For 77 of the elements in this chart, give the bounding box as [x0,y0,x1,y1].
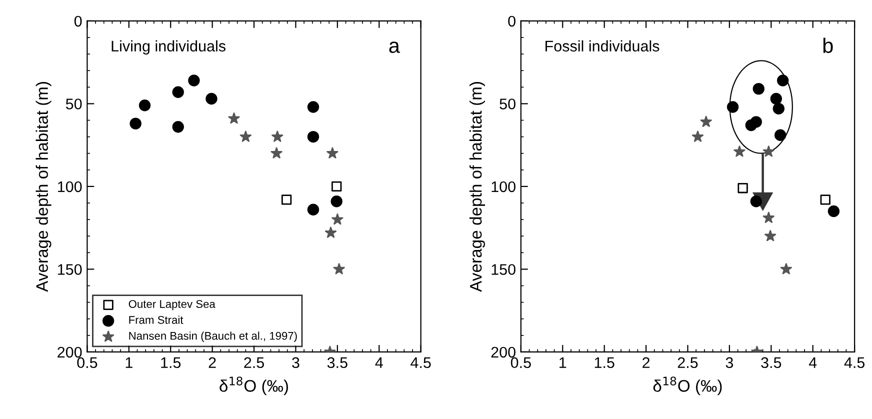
x-axis-title: δ$^{18}$O (‰) [653,376,722,396]
x-tick-label: 2.5 [244,357,264,368]
point [734,146,746,157]
point [188,74,200,86]
x-tick-label: 2 [642,357,650,368]
point [828,205,840,218]
x-tick-label: 3.5 [327,357,348,368]
x-tick-label: 4 [375,357,383,368]
y-tick-label: 50 [500,98,516,110]
point [762,212,774,223]
y-axis-title: Average depth of habitat (m) [469,82,486,292]
x-tick-label: 1.5 [161,357,181,368]
x-tick-label: 4 [808,357,817,368]
x-tick-label: 4.5 [844,357,865,368]
x-tick-label: 1.5 [594,357,614,368]
annotation: a [389,42,400,54]
point [772,102,785,115]
x-tick-label: 2.5 [678,357,698,368]
y-tick-label: 0 [508,16,516,27]
x-tick-label: 4.5 [410,357,431,368]
point [770,92,782,105]
point [332,213,344,225]
point [738,183,748,194]
point [700,116,712,127]
point [270,147,282,158]
point [172,121,184,133]
x-tick-label: 1 [126,357,132,368]
point [692,130,704,142]
point [138,100,151,112]
point [228,112,240,124]
x-tick-label: 3.5 [761,357,782,368]
point [332,181,342,192]
y-tick-label: 200 [491,346,516,358]
y-tick-label: 150 [58,264,82,275]
y-tick-label: 150 [492,264,516,275]
point [281,194,292,205]
annotation: Living individuals [112,40,226,55]
point [762,146,774,157]
point [307,130,320,143]
annotation: b [823,38,833,54]
point [776,74,789,86]
x-tick-label: 3 [292,357,300,368]
legend-label: Nansen Basin (Bauch et al., 1997) [129,332,297,342]
x-tick-label: 3 [726,357,734,368]
legend-label: Outer Laptev Sea [128,300,216,310]
y-tick-label: 100 [492,181,516,192]
point [774,129,786,141]
point [272,130,284,142]
point [172,86,184,98]
point [326,147,338,158]
point [750,116,762,128]
point [330,196,342,208]
point [750,196,762,208]
point [240,130,252,142]
x-tick-label: 1 [560,357,566,368]
x-tick-label: 2 [208,357,216,368]
point [324,226,337,238]
legend-label: Fram Strait [129,316,184,324]
point [752,82,764,95]
point [780,263,792,274]
point [764,230,776,242]
x-tick-label: 0.5 [510,357,531,368]
point [726,101,739,113]
point [307,101,320,113]
annotation: Fossil individuals [546,40,660,52]
x-axis-title: δ$^{18}$O (‰) [220,376,288,396]
y-tick-label: 200 [58,346,82,358]
point [820,194,830,205]
point [333,263,345,274]
point [130,118,142,130]
y-axis-title: Average depth of habitat (m) [36,82,52,292]
y-tick-label: 50 [66,98,82,110]
y-tick-label: 0 [74,16,82,27]
y-tick-label: 100 [58,181,82,192]
point [206,92,218,105]
point [307,204,320,216]
x-tick-label: 0.5 [77,357,98,368]
